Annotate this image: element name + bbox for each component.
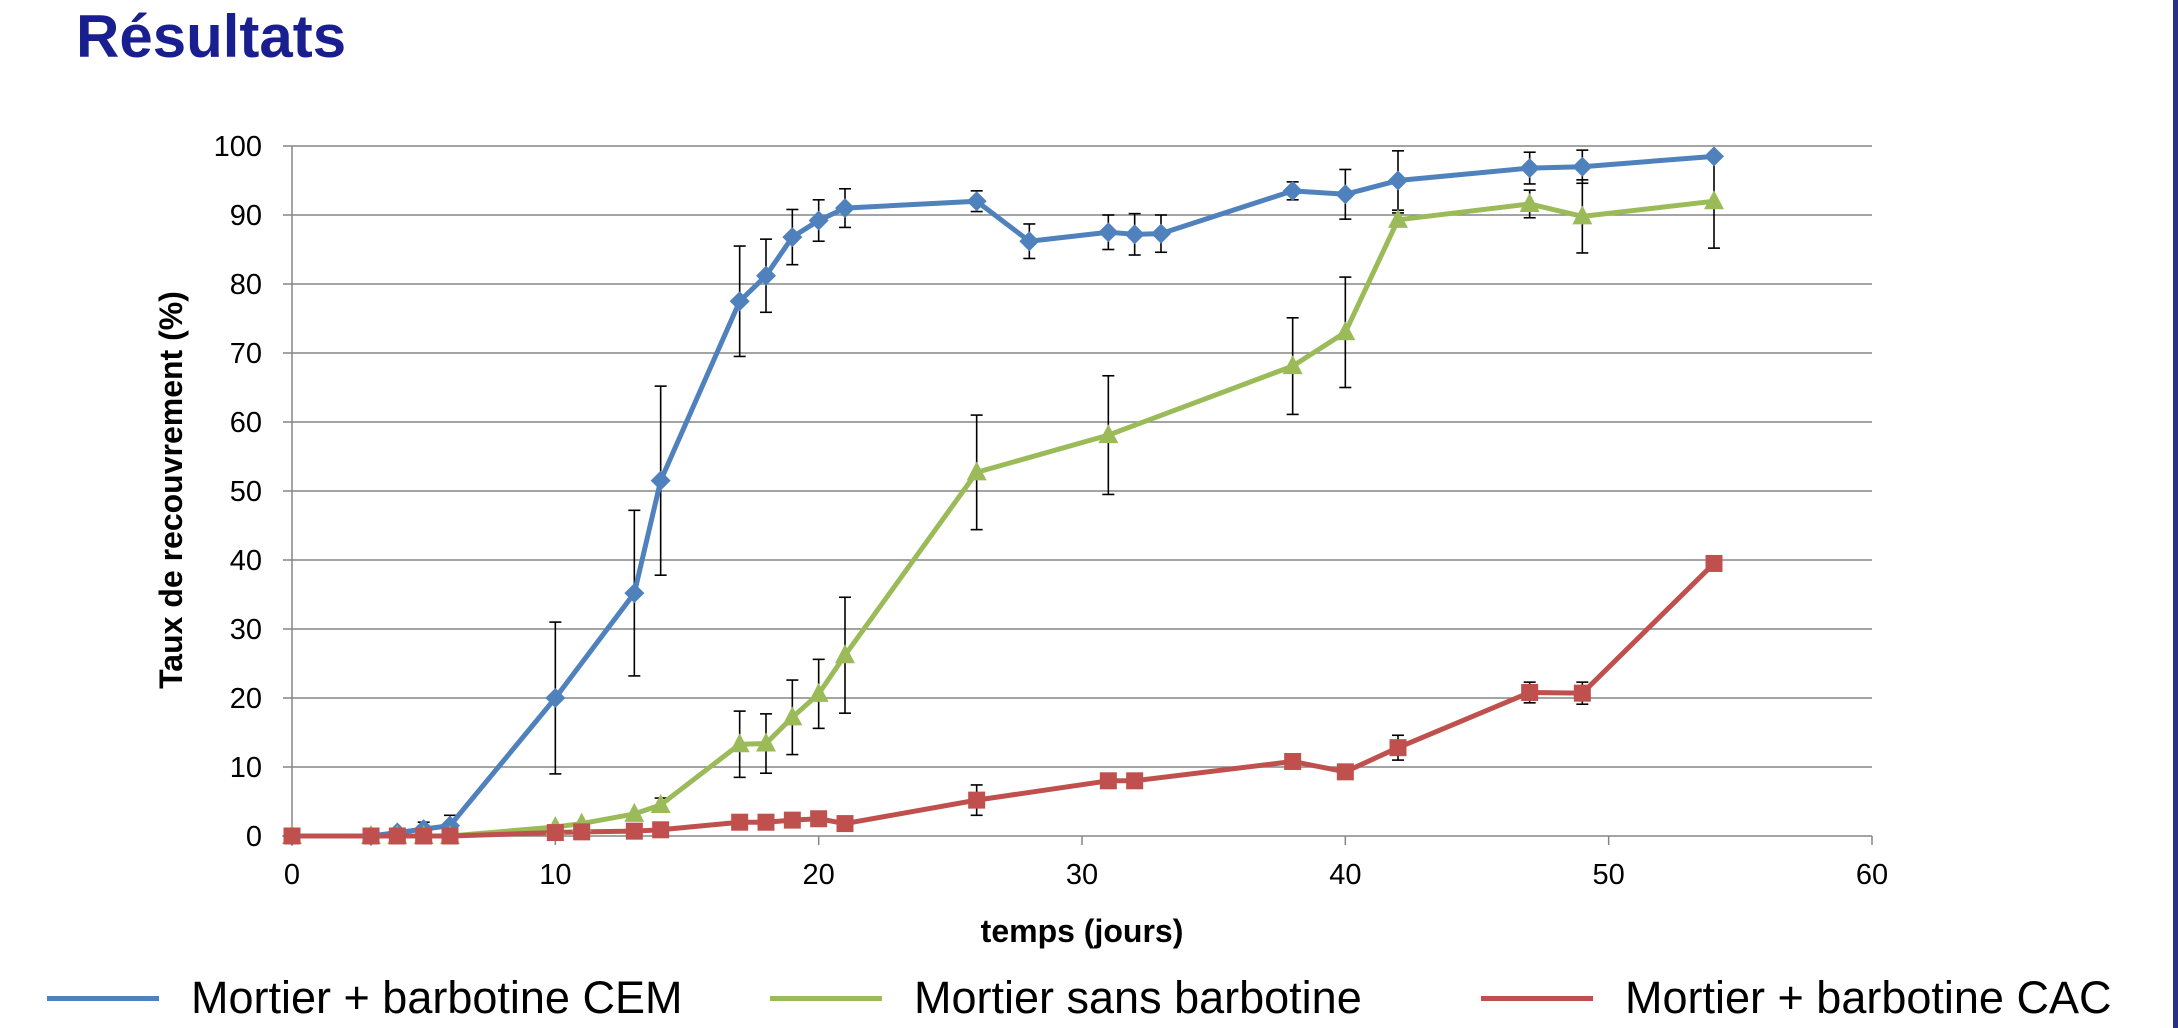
data-point-cac: [652, 821, 670, 839]
data-point-sans: [624, 802, 645, 822]
data-point-cem: [782, 227, 803, 248]
data-point-sans: [1704, 190, 1724, 210]
y-axis-title: Taux de recouvrement (%): [153, 291, 189, 689]
y-tick-label: 40: [230, 545, 262, 577]
data-points: [282, 146, 1724, 846]
data-point-sans: [835, 644, 855, 664]
data-point-sans: [1519, 192, 1540, 212]
gridlines: [292, 145, 1872, 768]
data-point-sans: [1388, 208, 1408, 228]
page-title: Résultats: [76, 3, 347, 70]
data-point-cem: [1282, 180, 1303, 201]
data-point-cac: [362, 827, 380, 845]
data-point-cem: [1388, 170, 1408, 191]
data-point-sans: [1572, 205, 1593, 225]
x-tick-label: 10: [539, 859, 571, 891]
data-point-sans: [1282, 355, 1303, 375]
data-point-cem: [966, 191, 987, 212]
data-point-cem: [1098, 222, 1119, 243]
data-point-cac: [573, 823, 591, 841]
data-point-cac: [1389, 739, 1407, 757]
legend-label-sans: Mortier sans barbotine: [914, 972, 1362, 1023]
tick-labels: 0 10 20 30 40 50 60 70 80 90 100 0 10 20 30 40 50 60: [214, 131, 1889, 891]
y-tick-label: 20: [230, 683, 262, 715]
data-point-cem: [835, 198, 855, 219]
y-tick-label: 100: [214, 131, 262, 163]
data-point-cac: [757, 813, 775, 831]
data-point-sans: [808, 682, 829, 702]
data-point-cem: [545, 688, 566, 708]
data-point-sans: [729, 733, 750, 753]
series-line-sans: [292, 198, 1715, 839]
data-point-sans: [1098, 424, 1119, 444]
x-tick-label: 0: [284, 859, 300, 891]
legend-label-cac: Mortier + barbotine CAC: [1625, 972, 2112, 1023]
data-point-sans: [782, 706, 803, 726]
y-tick-label: 70: [230, 338, 262, 370]
data-point-sans: [756, 732, 776, 752]
data-point-cac: [836, 815, 854, 833]
data-point-cem: [1019, 231, 1040, 252]
data-point-sans: [966, 461, 987, 481]
data-point-cac: [1284, 752, 1302, 770]
data-point-cac: [546, 824, 564, 842]
y-tick-label: 50: [230, 476, 262, 508]
data-point-cem: [808, 210, 829, 231]
data-point-cem: [729, 291, 750, 312]
y-tick-label: 60: [230, 407, 262, 439]
data-point-cem: [1572, 156, 1593, 177]
y-tick-label: 30: [230, 614, 262, 646]
data-point-cac: [1521, 683, 1539, 701]
data-point-cem: [650, 470, 671, 491]
legend-item-cem: Mortier + barbotine CEM: [47, 968, 682, 1028]
legend-swatch-sans: [770, 995, 882, 1001]
data-point-cac: [1099, 772, 1117, 790]
data-point-cac: [1705, 554, 1723, 572]
series-lines: [292, 153, 1716, 839]
legend-swatch-cac: [1481, 995, 1593, 1001]
data-point-cac: [415, 827, 433, 845]
legend-item-sans: Mortier sans barbotine: [770, 968, 1362, 1028]
y-tick-label: 0: [246, 821, 262, 853]
data-point-cem: [624, 583, 645, 604]
data-point-cem: [1519, 158, 1540, 179]
slide-edge-rule: [2173, 0, 2178, 1028]
data-point-cac: [731, 813, 749, 831]
y-tick-label: 90: [230, 200, 262, 232]
data-point-cac: [625, 822, 643, 840]
x-tick-label: 60: [1856, 859, 1888, 891]
data-point-cac: [1573, 684, 1591, 702]
data-point-cem: [1704, 146, 1724, 167]
data-point-cem: [1335, 184, 1356, 205]
data-point-sans: [1335, 321, 1356, 341]
legend: Mortier + barbotine CEM Mortier sans bar…: [0, 968, 2178, 1028]
error-bars: [391, 149, 1720, 837]
data-point-cac: [1126, 772, 1144, 790]
legend-item-cac: Mortier + barbotine CAC: [1481, 968, 2111, 1028]
data-point-cac: [1336, 763, 1354, 781]
data-point-cem: [756, 265, 776, 286]
legend-swatch-cem: [47, 995, 159, 1001]
data-point-cac: [810, 810, 828, 828]
y-tick-label: 10: [230, 752, 262, 784]
data-point-cem: [1151, 223, 1171, 244]
data-point-cac: [783, 811, 801, 829]
series-line-cac: [292, 561, 1716, 839]
data-point-sans: [650, 793, 671, 813]
data-point-cac: [283, 827, 301, 845]
data-point-cem: [1124, 224, 1145, 245]
data-point-cac: [441, 827, 459, 845]
data-point-cac: [388, 827, 406, 845]
line-chart: 0 10 20 30 40 50 60 70 80 90 100 0 10 20 30 40 50 60 temp…: [153, 131, 1889, 949]
x-tick-label: 40: [1329, 859, 1361, 891]
legend-label-cem: Mortier + barbotine CEM: [191, 972, 683, 1023]
y-tick-label: 80: [230, 269, 262, 301]
series-line-cem: [292, 153, 1715, 839]
x-tick-label: 50: [1593, 859, 1625, 891]
x-tick-label: 20: [803, 859, 835, 891]
x-axis-title: temps (jours): [981, 913, 1184, 949]
x-tick-label: 30: [1066, 859, 1098, 891]
data-point-cac: [968, 791, 986, 809]
